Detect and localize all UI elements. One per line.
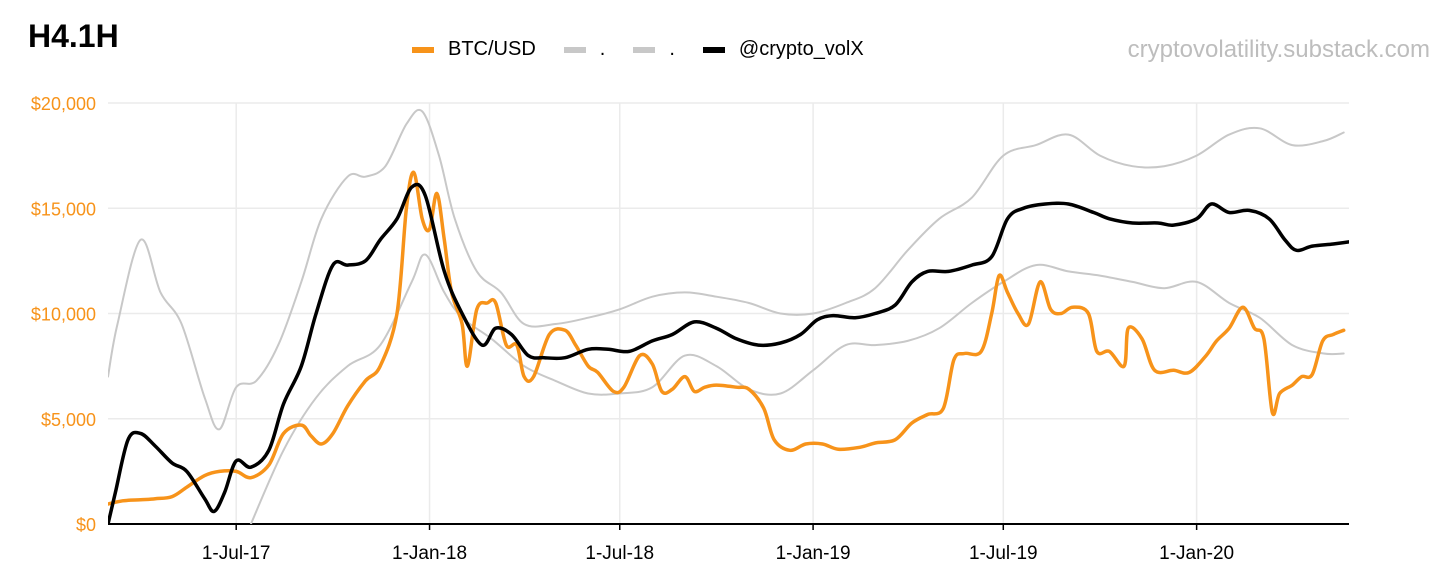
legend-label-upper-band: . [599,38,606,60]
x-tick-label: 1-Jan-18 [392,543,467,564]
chart-legend: BTC/USD . . @crypto_volX [412,38,892,61]
legend-swatch-model [702,46,725,53]
legend-label-lower-band: . [669,38,675,60]
x-tick-label: 1-Jul-17 [202,543,271,564]
x-tick-label: 1-Jan-20 [1159,543,1234,564]
legend-swatch-btc [412,46,434,53]
legend-swatch-lower-band [633,46,656,53]
legend-item-btc: BTC/USD [412,38,536,61]
chart-title: H4.1H [28,18,119,54]
legend-label-model: @crypto_volX [738,38,864,60]
y-tick-label: $5,000 [41,410,96,430]
watermark-url: cryptovolatility.substack.com [1127,36,1430,63]
model-line [108,182,1349,524]
legend-item-model: @crypto_volX [702,38,864,61]
y-tick-label: $20,000 [31,94,96,114]
x-tick-label: 1-Jul-18 [585,543,654,564]
legend-label-btc: BTC/USD [448,38,536,60]
legend-item-upper-band: . [563,38,606,61]
y-tick-label: $15,000 [31,199,96,219]
x-tick-label: 1-Jul-19 [969,543,1038,564]
legend-item-lower-band: . [633,38,675,61]
lower-band-line [249,253,1345,524]
y-tick-label: $10,000 [31,305,96,325]
legend-swatch-upper-band [563,46,586,53]
y-tick-label: $0 [76,515,96,535]
btc-usd-line [108,170,1346,506]
upper-band-line [108,108,1345,431]
x-tick-label: 1-Jan-19 [776,543,851,564]
